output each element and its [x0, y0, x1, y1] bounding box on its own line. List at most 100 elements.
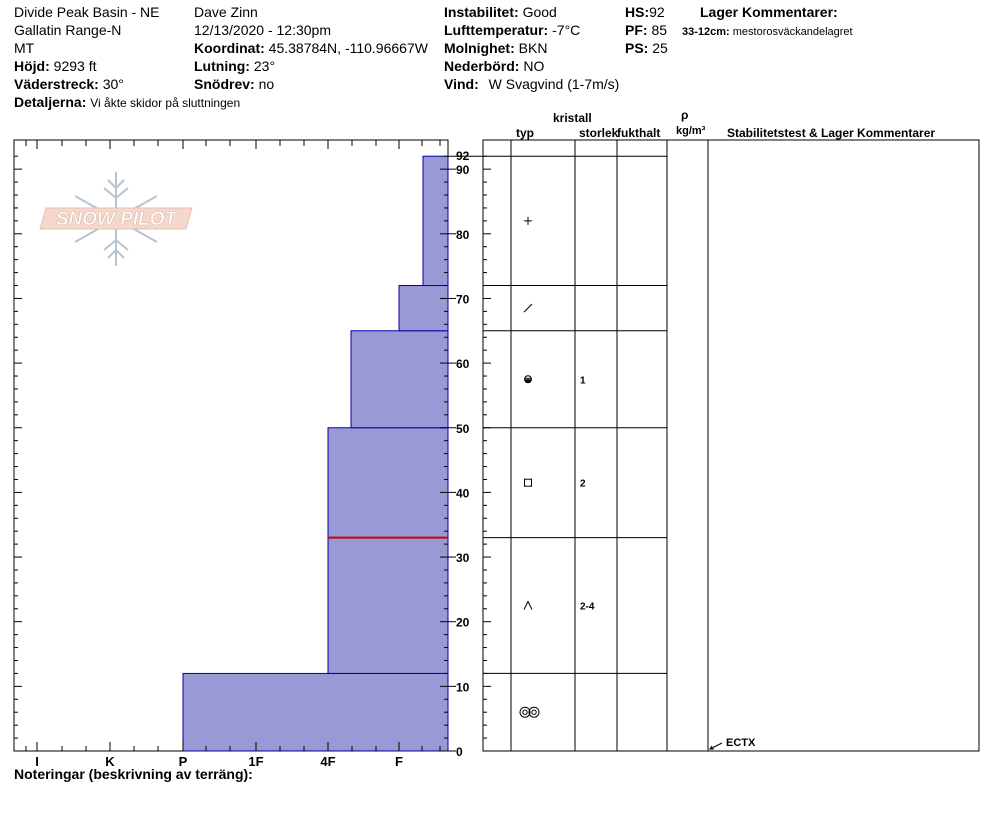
pf: PF: 85 — [625, 22, 667, 39]
stability-header: Stabilitetstest & Lager Kommentarer — [727, 126, 936, 140]
y-tick-label: 80 — [456, 228, 470, 242]
hs-label: HS: — [625, 4, 650, 20]
hardness-layer-bar — [422, 155, 449, 287]
y-tick-label: 10 — [456, 680, 470, 694]
sky: Molnighet: BKN — [444, 40, 547, 57]
wind: Vind: W Svagvind (1-7m/s) — [444, 76, 619, 93]
drift: Snödrev: no — [194, 76, 274, 93]
half-fill — [524, 379, 532, 383]
slope: Lutning: 23° — [194, 58, 275, 75]
wind-value: W Svagvind (1-7m/s) — [488, 76, 620, 92]
sky-value: BKN — [518, 40, 548, 56]
y-tick-label: 0 — [456, 745, 463, 759]
grain-size-label: 1 — [580, 375, 586, 386]
ps-value: 25 — [652, 40, 668, 56]
range: Gallatin Range-N — [14, 22, 122, 38]
depth-hoar-icon — [523, 600, 533, 610]
airtemp-value: -7°C — [552, 22, 581, 38]
layer-comment-text: mestorosväckandelagret — [732, 26, 853, 38]
ps: PS: 25 — [625, 40, 668, 57]
ring-inner — [531, 709, 537, 715]
wind-label: Vind: — [444, 76, 479, 92]
hardness-tick-label: F — [395, 754, 403, 769]
pf-label: PF: — [625, 22, 648, 38]
decomposing-icon — [523, 303, 533, 313]
layer-comment: 33-12cm: mestorosväckandelagret — [682, 24, 853, 41]
stability: Instabilitet: Good — [444, 4, 557, 21]
sky-label: Molnighet: — [444, 40, 515, 56]
air-temp: Lufttemperatur: -7°C — [444, 22, 580, 39]
logo-text: SNOW PILOT — [56, 209, 178, 230]
y-tick-label: 40 — [456, 486, 470, 500]
ring-outer — [528, 706, 540, 718]
aspect-label: Väderstreck: — [14, 76, 99, 92]
hs: HS:92 — [625, 4, 665, 21]
pf-value: 85 — [651, 22, 668, 38]
y-tick-label: 60 — [456, 357, 470, 371]
precip-value: NO — [523, 58, 545, 74]
hardness-tick-label: I — [35, 754, 39, 769]
caret — [523, 600, 533, 610]
details-label: Detaljerna: — [14, 94, 87, 110]
new-snow-icon — [524, 216, 532, 225]
state: MT — [14, 40, 35, 56]
hardness-tick-label: K — [105, 754, 115, 769]
elevation-value: 9293 ft — [53, 58, 97, 74]
test-arrow-line — [709, 742, 723, 750]
drift-value: no — [258, 76, 275, 92]
hardness-tick-label: 4F — [320, 754, 335, 769]
y-tick-label: 30 — [456, 551, 470, 565]
layer-comment-depth: 33-12cm: — [682, 26, 730, 38]
hardness-layer-bar — [398, 285, 449, 332]
coord-value: 45.38784N, -110.96667W — [268, 40, 428, 56]
size-header: storlek — [579, 126, 619, 140]
slope-value: 23° — [253, 58, 276, 74]
test-label: ECTX — [726, 737, 756, 749]
elevation-label: Höjd: — [14, 58, 50, 74]
airtemp-label: Lufttemperatur: — [444, 22, 549, 38]
y-tick-label: 90 — [456, 163, 470, 177]
drift-label: Snödrev: — [194, 76, 255, 92]
hardness-layer-bar — [327, 427, 449, 539]
test-arrow-head — [709, 745, 714, 750]
details: Detaljerna: Vi åkte skidor på sluttninge… — [14, 94, 240, 112]
hardness-tick-label: 1F — [248, 754, 263, 769]
faceted-icon — [524, 478, 532, 487]
precip: Nederbörd: NO — [444, 58, 544, 75]
coordinates: Koordinat: 45.38784N, -110.96667W — [194, 40, 428, 57]
elevation: Höjd: 9293 ft — [14, 58, 96, 75]
crystal-table-frame — [482, 139, 980, 752]
y-tick-label: 20 — [456, 616, 470, 630]
snowpilot-logo: SNOW PILOT — [39, 172, 193, 266]
observer: Dave Zinn — [194, 4, 258, 20]
y-tick-label: 70 — [456, 292, 470, 306]
stability-label: Instabilitet: — [444, 4, 519, 20]
crystal-header: kristall — [553, 111, 592, 125]
ring-inner — [522, 709, 528, 715]
hardness-layer-bar — [350, 330, 449, 429]
precip-label: Nederbörd: — [444, 58, 520, 74]
grain-size-label: 2-4 — [580, 602, 595, 613]
location: Divide Peak Basin - NE — [14, 4, 160, 20]
y-tick-label: 50 — [456, 422, 470, 436]
stability-value: Good — [522, 4, 557, 20]
ring-outer — [519, 706, 531, 718]
details-value: Vi åkte skidor på sluttningen — [90, 96, 241, 110]
aspect-value: 30° — [102, 76, 124, 92]
hs-value: 92 — [649, 4, 665, 20]
layer-comments-title: Lager Kommentarer: — [700, 4, 838, 20]
hardness-tick-label: P — [179, 754, 188, 769]
grain-size-label: 2 — [580, 479, 586, 490]
melt-forms-icon — [519, 706, 540, 718]
hardness-layer-bar — [327, 537, 449, 674]
density-unit-header: kg/m³ — [676, 125, 706, 137]
ps-label: PS: — [625, 40, 649, 56]
aspect: Väderstreck: 30° — [14, 76, 124, 93]
moisture-header: fukthalt — [617, 126, 661, 140]
square — [524, 478, 532, 487]
type-header: typ — [516, 126, 534, 140]
rounded-faceted-icon — [524, 375, 532, 384]
hardness-layer-bar — [182, 672, 449, 752]
slash — [523, 303, 533, 313]
